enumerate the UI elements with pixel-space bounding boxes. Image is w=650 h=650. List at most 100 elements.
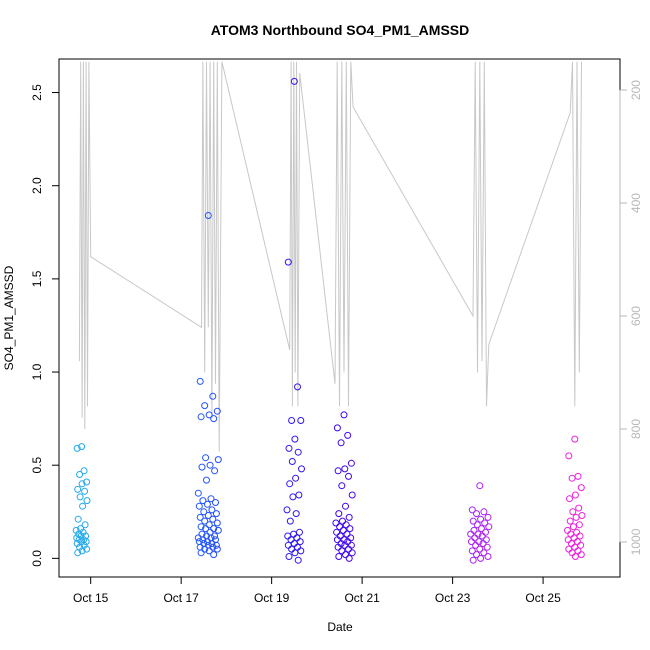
data-point <box>206 461 214 469</box>
data-point <box>204 512 212 519</box>
data-point <box>345 545 352 553</box>
data-point <box>566 495 573 503</box>
data-point <box>468 547 476 555</box>
data-point <box>207 495 215 503</box>
data-point <box>200 508 208 516</box>
data-point <box>485 523 493 531</box>
data-point <box>343 530 351 538</box>
data-point <box>83 545 91 553</box>
data-point <box>337 439 345 447</box>
y-tick-label: 2.5 <box>30 84 44 101</box>
data-point <box>469 517 477 525</box>
secondary-y-tick-label: 1000 <box>629 528 643 555</box>
data-point <box>469 556 477 564</box>
y-tick-label: 0.5 <box>30 457 44 474</box>
data-point <box>196 513 204 521</box>
secondary-y-tick-label: 600 <box>629 306 643 326</box>
data-points-layer <box>72 77 586 564</box>
data-point <box>477 525 485 533</box>
data-point <box>577 541 585 549</box>
data-point <box>573 538 581 546</box>
data-point <box>571 491 579 499</box>
data-point <box>342 551 349 559</box>
data-point <box>209 392 217 400</box>
y-tick-label: 1.0 <box>30 363 44 380</box>
data-point <box>214 456 222 464</box>
data-point <box>81 521 89 529</box>
x-axis: Oct 15 Oct 17 Oct 19 Oct 21 Oct 23 Oct 25 <box>73 576 561 605</box>
data-point <box>294 383 301 391</box>
data-point <box>345 554 353 562</box>
data-point <box>482 536 490 544</box>
data-point <box>283 506 291 514</box>
data-point <box>210 415 218 423</box>
data-point <box>201 545 209 553</box>
x-tick-label: Oct 25 <box>525 591 561 605</box>
data-point <box>473 510 480 518</box>
data-point <box>78 480 86 488</box>
x-tick-label: Oct 15 <box>73 591 109 605</box>
data-point <box>481 519 489 527</box>
x-tick-label: Oct 23 <box>435 591 471 605</box>
x-tick-label: Oct 21 <box>344 591 380 605</box>
data-point <box>468 506 476 514</box>
data-point <box>334 467 342 475</box>
data-point <box>348 549 356 557</box>
data-point <box>294 448 302 456</box>
data-point <box>205 547 213 555</box>
data-point <box>565 545 573 553</box>
data-point <box>203 476 210 484</box>
data-point <box>482 528 489 536</box>
data-point <box>82 538 90 546</box>
data-point <box>80 467 88 475</box>
data-point <box>76 493 84 501</box>
data-point <box>568 549 576 557</box>
data-point <box>201 402 209 410</box>
data-point <box>578 512 586 519</box>
data-point <box>575 521 583 529</box>
data-point <box>212 541 220 549</box>
data-point <box>333 424 341 432</box>
chart-title: ATOM3 Northbound SO4_PM1_AMSSD <box>211 22 470 38</box>
data-point <box>295 491 303 499</box>
data-point <box>571 435 579 443</box>
x-axis-label: Date <box>327 620 353 634</box>
data-point <box>291 435 299 443</box>
data-point <box>476 482 484 490</box>
data-point <box>577 551 585 559</box>
data-point <box>211 467 219 475</box>
data-point <box>197 523 205 531</box>
data-point <box>479 540 487 547</box>
data-point <box>570 534 578 542</box>
data-point <box>285 444 293 452</box>
data-point <box>214 526 222 534</box>
data-point <box>212 499 219 506</box>
data-point <box>565 452 573 460</box>
data-point <box>576 532 584 540</box>
data-point <box>344 431 352 439</box>
data-point <box>74 549 82 557</box>
data-point <box>197 413 205 421</box>
data-point <box>194 489 202 497</box>
secondary-y-axis: 200 400 600 800 1000 <box>619 80 643 555</box>
x-tick-label: Oct 19 <box>254 591 290 605</box>
data-point <box>341 465 349 473</box>
data-point <box>341 541 349 549</box>
data-point <box>208 506 216 514</box>
data-point <box>205 411 213 419</box>
data-point <box>199 536 207 544</box>
data-point <box>202 525 210 533</box>
data-point <box>347 459 355 467</box>
data-point <box>477 554 485 562</box>
data-point <box>345 513 353 521</box>
data-point <box>290 530 298 538</box>
x-tick-label: Oct 17 <box>163 591 199 605</box>
data-point <box>73 540 81 547</box>
secondary-trace-line <box>78 61 582 452</box>
data-point <box>297 417 305 424</box>
data-point <box>288 417 296 424</box>
data-point <box>568 474 576 482</box>
data-point <box>298 465 305 473</box>
data-point <box>290 77 298 85</box>
data-point <box>209 543 217 551</box>
